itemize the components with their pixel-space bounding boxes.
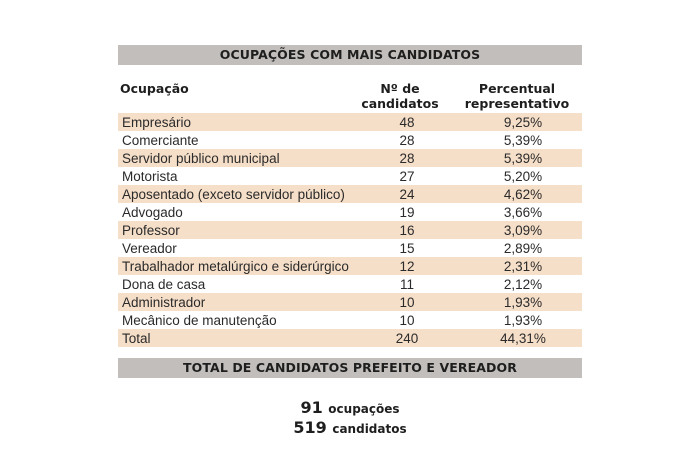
- table-row: Dona de casa 11 2,12%: [118, 275, 582, 293]
- percent-cell: 44,31%: [500, 330, 546, 346]
- occupation-cell: Servidor público municipal: [122, 150, 280, 166]
- occupation-cell: Advogado: [122, 204, 183, 220]
- occupation-cell: Mecânico de manutenção: [122, 312, 277, 328]
- count-cell: 28: [399, 132, 415, 148]
- percent-cell: 2,31%: [503, 258, 543, 274]
- percent-cell: 4,62%: [503, 186, 543, 202]
- occupation-cell: Vereador: [122, 240, 177, 256]
- column-header-count: Nº de candidatos: [361, 81, 439, 111]
- count-cell: 24: [399, 186, 415, 202]
- percent-cell: 5,20%: [503, 168, 543, 184]
- percent-cell: 2,89%: [503, 240, 543, 256]
- count-cell: 27: [399, 168, 415, 184]
- count-cell: 10: [399, 294, 415, 310]
- percent-cell: 3,09%: [503, 222, 543, 238]
- bottom-header-title: TOTAL DE CANDIDATOS PREFEITO E VEREADOR: [183, 360, 517, 375]
- table-row: Professor 16 3,09%: [118, 221, 582, 239]
- table-row: Advogado 19 3,66%: [118, 203, 582, 221]
- percent-cell: 9,25%: [503, 114, 543, 130]
- count-cell: 240: [395, 330, 419, 346]
- percent-cell: 5,39%: [503, 132, 543, 148]
- occupation-cell: Motorista: [122, 168, 178, 184]
- count-cell: 28: [399, 150, 415, 166]
- percent-cell: 1,93%: [503, 294, 543, 310]
- occupation-cell: Administrador: [122, 294, 206, 310]
- occupation-cell: Trabalhador metalúrgico e siderúrgico: [122, 258, 349, 274]
- percent-cell: 3,66%: [503, 204, 543, 220]
- summary-occupations: 91 ocupações: [0, 398, 700, 417]
- summary-occupations-number: 91: [300, 398, 323, 417]
- count-cell: 10: [399, 312, 415, 328]
- top-header-bar: OCUPAÇÕES COM MAIS CANDIDATOS: [118, 45, 582, 65]
- total-row: Total 240 44,31%: [118, 329, 582, 347]
- summary-occupations-label: ocupações: [328, 402, 400, 416]
- count-cell: 48: [399, 114, 415, 130]
- summary-candidates-number: 519: [293, 418, 327, 437]
- percent-cell: 2,12%: [503, 276, 543, 292]
- table-row: Servidor público municipal 28 5,39%: [118, 149, 582, 167]
- table-row: Motorista 27 5,20%: [118, 167, 582, 185]
- occupation-cell: Dona de casa: [122, 276, 206, 292]
- percent-cell: 5,39%: [503, 150, 543, 166]
- count-cell: 12: [399, 258, 415, 274]
- bottom-header-bar: TOTAL DE CANDIDATOS PREFEITO E VEREADOR: [118, 358, 582, 378]
- column-header-percent: Percentual representativo: [464, 81, 570, 111]
- count-cell: 19: [399, 204, 415, 220]
- count-cell: 11: [399, 276, 414, 292]
- table-row: Trabalhador metalúrgico e siderúrgico 12 2…: [118, 257, 582, 275]
- count-cell: 15: [399, 240, 415, 256]
- table-row: Comerciante 28 5,39%: [118, 131, 582, 149]
- percent-cell: 1,93%: [503, 312, 543, 328]
- summary-candidates-label: candidatos: [332, 422, 407, 436]
- occupation-cell: Total: [122, 330, 151, 346]
- occupation-cell: Empresário: [122, 114, 192, 130]
- occupation-cell: Professor: [122, 222, 180, 238]
- table-row: Aposentado (exceto servidor público) 24 4,…: [118, 185, 582, 203]
- table-row: Vereador 15 2,89%: [118, 239, 582, 257]
- column-header-occupation: Ocupação: [120, 81, 189, 96]
- summary-candidates: 519 candidatos: [0, 418, 700, 437]
- count-cell: 16: [399, 222, 415, 238]
- occupation-table: Empresário 48 9,25% Comerciante 28 5,39% Servi…: [118, 113, 582, 347]
- table-row: Administrador 10 1,93%: [118, 293, 582, 311]
- occupation-cell: Comerciante: [122, 132, 199, 148]
- top-header-title: OCUPAÇÕES COM MAIS CANDIDATOS: [219, 47, 481, 62]
- occupation-cell: Aposentado (exceto servidor público): [122, 186, 345, 202]
- table-row: Mecânico de manutenção 10 1,93%: [118, 311, 582, 329]
- table-row: Empresário 48 9,25%: [118, 113, 582, 131]
